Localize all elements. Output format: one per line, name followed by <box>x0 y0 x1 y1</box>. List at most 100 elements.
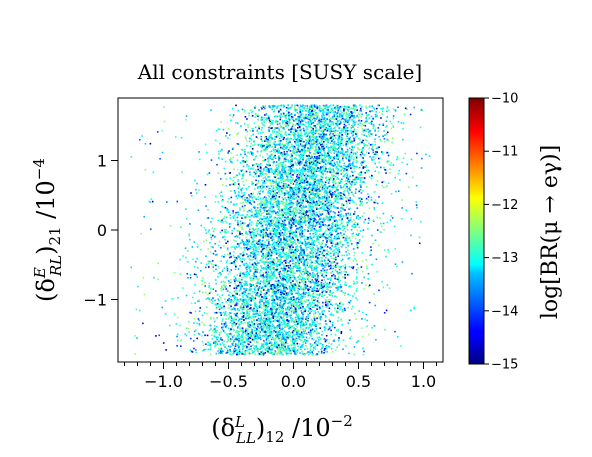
scatter-point <box>316 123 319 126</box>
scatter-point <box>284 239 287 241</box>
scatter-point <box>311 147 314 150</box>
scatter-point <box>253 207 256 209</box>
scatter-point <box>337 307 339 310</box>
scatter-point <box>284 339 286 342</box>
scatter-point <box>196 337 198 340</box>
scatter-point <box>312 172 315 175</box>
scatter-point <box>330 136 333 139</box>
scatter-point <box>347 133 349 135</box>
scatter-point <box>273 270 276 272</box>
scatter-point <box>217 219 220 222</box>
scatter-point <box>271 302 273 304</box>
scatter-point <box>279 275 281 278</box>
scatter-point <box>321 133 323 135</box>
scatter-point <box>277 239 279 241</box>
scatter-point <box>149 142 152 145</box>
scatter-point <box>280 340 282 342</box>
scatter-point <box>285 251 288 253</box>
scatter-point <box>350 184 353 186</box>
scatter-point <box>262 177 265 179</box>
scatter-point <box>307 226 309 229</box>
scatter-point <box>351 182 353 184</box>
scatter-point <box>327 301 329 303</box>
scatter-point <box>277 331 280 334</box>
scatter-point <box>338 133 340 135</box>
scatter-point <box>233 290 236 293</box>
scatter-point <box>268 246 270 249</box>
scatter-point <box>279 293 282 296</box>
scatter-point <box>306 288 309 290</box>
scatter-point <box>257 243 259 245</box>
scatter-point <box>295 308 297 310</box>
scatter-point <box>292 242 294 245</box>
scatter-point <box>243 288 245 290</box>
scatter-point <box>244 262 246 265</box>
scatter-point <box>257 203 259 206</box>
scatter-point <box>300 310 303 312</box>
scatter-point <box>387 182 390 184</box>
scatter-point <box>250 234 253 237</box>
scatter-point <box>362 229 365 231</box>
scatter-point <box>229 329 231 332</box>
scatter-point <box>330 255 332 258</box>
scatter-point <box>346 242 348 244</box>
scatter-point <box>282 211 285 213</box>
scatter-point <box>305 113 307 116</box>
scatter-point <box>313 125 315 127</box>
scatter-point <box>260 144 262 147</box>
scatter-point <box>271 333 273 335</box>
scatter-point <box>276 131 278 133</box>
scatter-point <box>332 157 335 159</box>
scatter-point <box>247 123 249 126</box>
scatter-point <box>227 351 229 353</box>
scatter-point <box>248 317 250 319</box>
scatter-point <box>332 179 334 182</box>
scatter-point <box>300 139 302 141</box>
scatter-point <box>255 251 257 254</box>
scatter-point <box>336 171 339 173</box>
scatter-point <box>378 135 380 138</box>
scatter-point <box>264 210 266 212</box>
scatter-point <box>353 158 355 161</box>
scatter-point <box>295 243 297 245</box>
scatter-point <box>261 239 264 242</box>
scatter-point <box>340 215 342 218</box>
scatter-point <box>268 347 271 349</box>
scatter-point <box>317 247 319 249</box>
scatter-point <box>275 201 277 203</box>
scatter-point <box>203 227 206 229</box>
scatter-point <box>269 217 271 219</box>
scatter-point <box>264 243 266 246</box>
scatter-point <box>294 154 296 156</box>
scatter-point <box>320 107 323 110</box>
scatter-point <box>249 304 252 306</box>
scatter-point <box>344 108 346 110</box>
scatter-point <box>367 133 370 135</box>
scatter-point <box>281 115 283 117</box>
scatter-point <box>330 292 332 294</box>
scatter-point <box>328 213 330 215</box>
scatter-point <box>260 338 262 341</box>
scatter-point <box>243 290 245 293</box>
scatter-point <box>247 216 250 218</box>
scatter-point <box>312 256 314 258</box>
scatter-point <box>292 128 295 131</box>
scatter-point <box>409 113 412 116</box>
scatter-point <box>383 130 385 132</box>
scatter-point <box>298 216 301 218</box>
scatter-point <box>301 119 304 121</box>
scatter-point <box>290 165 293 167</box>
scatter-point <box>313 281 315 284</box>
scatter-point <box>208 343 211 346</box>
scatter-point <box>366 169 368 171</box>
scatter-point <box>250 348 252 350</box>
scatter-point <box>204 229 207 231</box>
scatter-point <box>315 328 318 330</box>
scatter-point <box>304 132 306 134</box>
scatter-point <box>263 280 265 282</box>
scatter-point <box>301 335 304 338</box>
scatter-point <box>248 289 251 291</box>
scatter-point <box>304 241 307 244</box>
scatter-point <box>272 220 274 223</box>
scatter-point <box>297 305 299 307</box>
